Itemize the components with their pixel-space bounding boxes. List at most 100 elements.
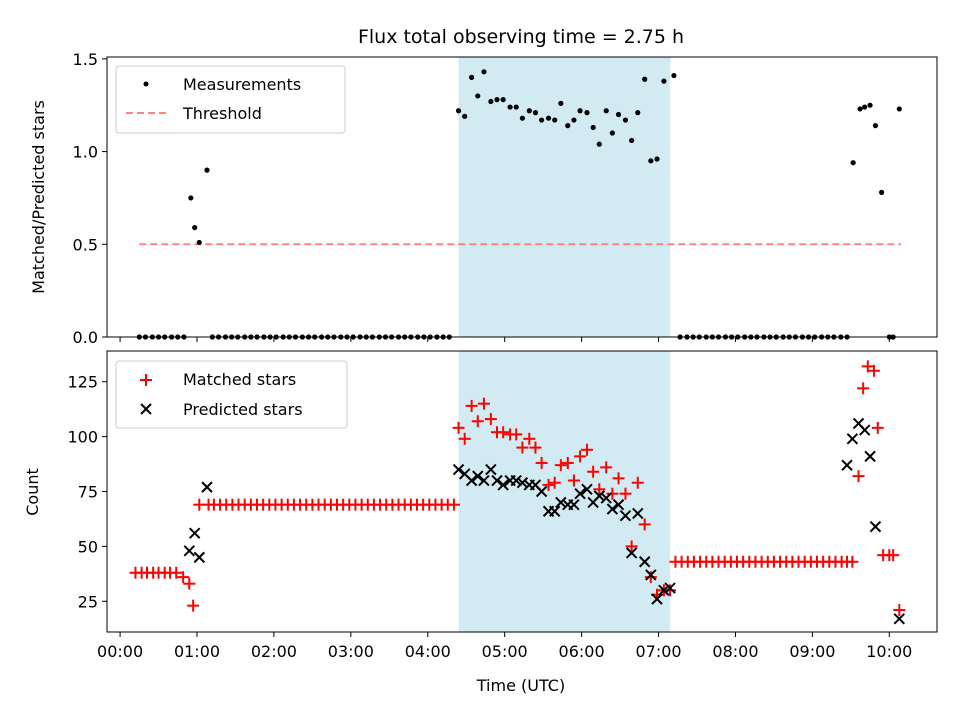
matched-point	[852, 470, 865, 483]
predicted-point	[510, 474, 522, 487]
legend-bottom-frame	[115, 360, 348, 429]
predicted-point	[581, 483, 593, 496]
predicted-point	[478, 474, 490, 487]
measurement-point	[661, 78, 667, 84]
predicted-point	[645, 569, 657, 581]
matched-point	[477, 397, 490, 410]
panel-bottom: 25 50 75 100 125	[67, 350, 938, 637]
predicted-point	[491, 474, 503, 487]
measurement-point	[196, 239, 202, 246]
measurement-point	[584, 110, 590, 116]
measurement-point	[867, 102, 873, 108]
observing-span-top	[458, 57, 671, 337]
measurement-point	[462, 113, 468, 119]
measurement-point	[642, 76, 648, 82]
predicted-point	[638, 556, 651, 568]
matched-point	[510, 428, 523, 441]
y-tick-label: 1.0	[73, 143, 98, 162]
predicted-point	[516, 477, 529, 489]
x-tick-label: 08:00	[712, 642, 758, 661]
predicted-point	[664, 582, 676, 594]
measurement-point	[539, 117, 545, 123]
legend-measurements-marker	[143, 81, 149, 87]
measurement-point	[532, 110, 539, 116]
predicted-point	[201, 481, 213, 493]
measurement-point	[603, 108, 609, 114]
predicted-point	[548, 505, 561, 517]
x-tick-label: 05:00	[482, 642, 528, 661]
predicted-point	[485, 463, 497, 476]
predicted-point	[651, 593, 663, 605]
matched-point	[587, 465, 600, 478]
matched-point	[625, 540, 638, 553]
measurement-point	[857, 106, 863, 112]
measurement-point	[635, 110, 641, 116]
matched-point	[447, 498, 460, 511]
measurement-point	[629, 137, 635, 144]
x-tick-label: 04:00	[405, 642, 451, 661]
matched-point	[535, 456, 548, 469]
panel-top: 0.0 0.5 1.0 1.5	[73, 50, 938, 347]
matched-point	[867, 364, 880, 377]
axes-frame-top	[106, 56, 938, 338]
predicted-point	[858, 424, 871, 436]
matched-point	[581, 443, 593, 456]
matched-point	[465, 399, 478, 412]
x-tick-label: 10:00	[866, 642, 912, 661]
y-tick-label: 0.0	[73, 328, 98, 347]
matched-point	[619, 487, 632, 500]
measurement-point	[526, 108, 532, 114]
legend-matched-label: Matched stars	[183, 370, 296, 389]
measurement-point	[648, 158, 654, 164]
matched-point	[177, 571, 190, 584]
measurement-point	[671, 72, 677, 79]
x-tick-label: 01:00	[174, 642, 220, 661]
measurement-point	[558, 100, 564, 106]
x-tick-label: 03:00	[328, 642, 374, 661]
matched-point	[497, 426, 510, 439]
x-tick-label: 06:00	[559, 642, 605, 661]
y-tick-label: 100	[67, 428, 98, 447]
measurement-point	[545, 115, 552, 121]
measurement-point	[654, 156, 660, 162]
measurement-point	[577, 108, 583, 114]
matched-point	[574, 450, 587, 463]
legend-bottom: Matched stars Predicted stars	[115, 360, 348, 429]
matched-point	[458, 432, 471, 445]
predicted-point	[625, 547, 638, 559]
matched-point	[471, 415, 484, 428]
matched-point	[183, 577, 196, 590]
legend-measurements-label: Measurements	[183, 75, 301, 94]
matched-point	[567, 474, 580, 487]
x-tick-label: 07:00	[635, 642, 681, 661]
predicted-point	[472, 470, 484, 482]
measurement-point	[615, 111, 622, 118]
measurement-point	[494, 97, 500, 103]
x-tick-label: 02:00	[251, 642, 297, 661]
measurement-point	[188, 195, 194, 201]
x-tick-label: 09:00	[789, 642, 835, 661]
matched-point	[600, 461, 613, 474]
predicted-point	[183, 545, 196, 557]
legend-top: Measurements Threshold	[115, 65, 346, 134]
measurement-point	[622, 117, 629, 123]
y-axis-label-top: Matched/Predicted stars	[29, 100, 48, 294]
legend-matched-marker	[140, 374, 152, 386]
y-tick-label: 50	[78, 537, 98, 556]
predicted-point	[600, 492, 612, 504]
y-tick-label: 0.5	[73, 235, 98, 254]
measurement-point	[571, 117, 577, 123]
measurement-point	[879, 189, 885, 195]
measurement-point	[500, 97, 506, 103]
legend-predicted-marker	[140, 403, 152, 415]
matched-point	[516, 441, 529, 454]
matched-point	[523, 432, 536, 445]
observing-span-bottom	[458, 351, 671, 632]
matched-point	[529, 441, 542, 454]
matched-point	[548, 476, 561, 489]
predicted-point	[452, 463, 465, 476]
matched-point	[452, 421, 465, 434]
matched-point	[861, 360, 874, 373]
measurement-point	[590, 124, 596, 131]
matched-point	[857, 382, 870, 395]
